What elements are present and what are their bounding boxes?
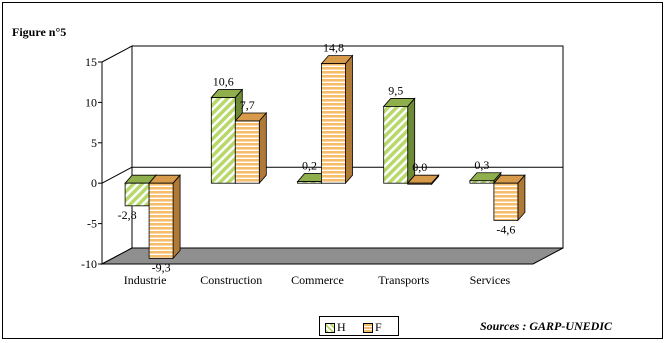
bar-front bbox=[210, 97, 236, 184]
x-tick-label: Construction bbox=[200, 273, 262, 287]
bar bbox=[234, 111, 268, 185]
x-tick-label: Commerce bbox=[291, 273, 344, 287]
bar-front bbox=[297, 181, 322, 184]
data-label: -4,6 bbox=[496, 222, 515, 236]
bar-front bbox=[469, 180, 495, 184]
bar bbox=[148, 174, 181, 260]
y-tick-label: 5 bbox=[91, 136, 97, 150]
bar-side bbox=[345, 54, 353, 185]
y-tick-label: 0 bbox=[91, 176, 97, 190]
x-tick-label: Services bbox=[470, 273, 511, 287]
chart-floor bbox=[101, 247, 564, 265]
side-wall bbox=[101, 45, 133, 265]
bar bbox=[493, 174, 526, 222]
bar-front bbox=[148, 182, 174, 259]
data-label: 0,2 bbox=[302, 159, 317, 173]
bar-front bbox=[407, 182, 433, 185]
data-label: 14,8 bbox=[323, 41, 344, 55]
bar bbox=[382, 97, 416, 185]
bar-front bbox=[493, 182, 519, 221]
bar-chart: 15 10 5 0 -5 -10 Industrie -2,8 -9,3 Construction… bbox=[81, 41, 564, 287]
bar-side bbox=[517, 174, 526, 222]
zero-line-side bbox=[101, 166, 133, 184]
bar bbox=[406, 174, 440, 186]
bar bbox=[469, 171, 502, 185]
y-tick-label: -5 bbox=[87, 217, 97, 231]
legend-label-h: H bbox=[337, 320, 346, 334]
bar-side bbox=[172, 174, 181, 260]
bar-side bbox=[258, 111, 267, 185]
bar-front bbox=[124, 182, 150, 207]
figure-label: Figure n°5 bbox=[12, 25, 67, 39]
bar-front bbox=[383, 106, 409, 184]
x-tick-label: Industrie bbox=[124, 273, 167, 287]
legend-label-f: F bbox=[375, 320, 382, 334]
legend: H F bbox=[319, 316, 399, 336]
source-note: Sources : GARP-UNEDIC bbox=[480, 319, 613, 333]
y-tick-label: 15 bbox=[85, 55, 97, 69]
chart-frame: 15 10 5 0 -5 -10 Industrie -2,8 -9,3 Construction… bbox=[2, 2, 663, 339]
data-label: -2,8 bbox=[118, 208, 137, 222]
data-label: -9,3 bbox=[152, 260, 171, 274]
data-label: 0,3 bbox=[474, 158, 489, 172]
data-label: 10,6 bbox=[213, 75, 234, 89]
bar bbox=[320, 54, 354, 185]
y-tick-label: 10 bbox=[85, 95, 97, 109]
legend-swatch-f bbox=[363, 322, 373, 333]
bar-front bbox=[234, 120, 260, 184]
legend-swatch-h bbox=[325, 322, 335, 333]
data-label: 9,5 bbox=[388, 83, 403, 97]
x-tick-label: Transports bbox=[378, 273, 429, 287]
data-label: 0,0 bbox=[412, 160, 427, 174]
legend-item-f: F bbox=[363, 320, 382, 335]
y-tick-label: -10 bbox=[81, 257, 97, 271]
legend-item-h: H bbox=[325, 320, 346, 335]
bar-front bbox=[321, 63, 346, 184]
data-label: 7,7 bbox=[240, 98, 255, 112]
